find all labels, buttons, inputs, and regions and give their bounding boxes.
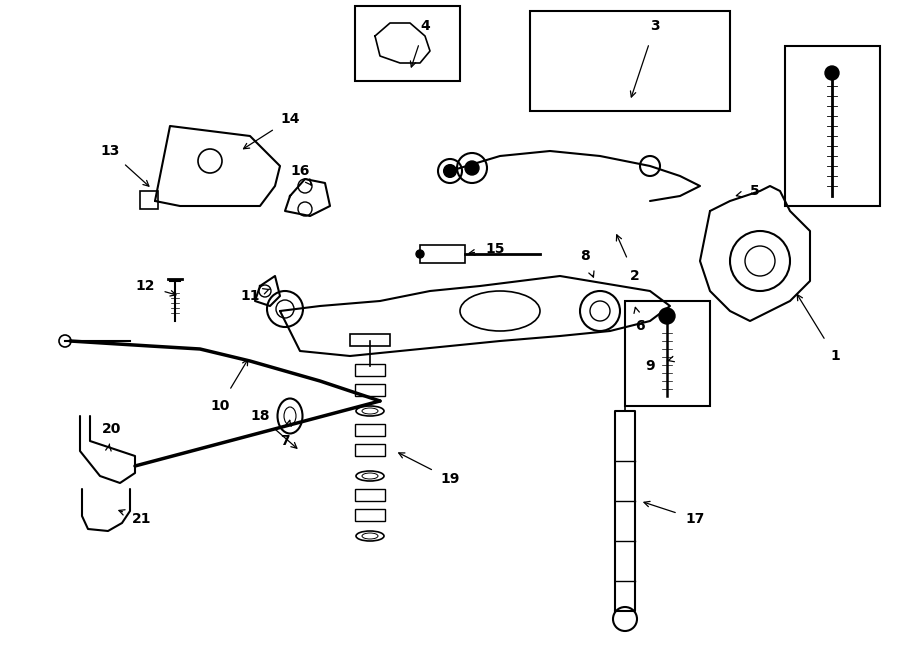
Circle shape (444, 165, 456, 177)
Bar (355, 489, 385, 501)
Text: 5: 5 (750, 184, 760, 198)
Text: 4: 4 (420, 19, 430, 33)
Text: 2: 2 (630, 269, 640, 283)
Polygon shape (155, 126, 280, 206)
Circle shape (825, 66, 839, 80)
Bar (785, 46, 880, 206)
Bar (140, 191, 158, 209)
Circle shape (465, 161, 479, 175)
Text: 18: 18 (250, 409, 270, 423)
Bar (530, 11, 730, 111)
Text: 3: 3 (650, 19, 660, 33)
Text: 1: 1 (830, 349, 840, 363)
Bar (355, 384, 385, 396)
Bar (355, 424, 385, 436)
Text: 15: 15 (485, 242, 505, 256)
Text: 12: 12 (135, 279, 155, 293)
Text: 7: 7 (280, 434, 290, 448)
Text: 8: 8 (580, 249, 590, 263)
Bar (355, 364, 385, 376)
Bar (355, 6, 460, 81)
Text: 11: 11 (240, 289, 260, 303)
Text: 21: 21 (132, 512, 152, 526)
Text: 9: 9 (645, 359, 655, 373)
Bar (350, 334, 390, 346)
Bar (355, 444, 385, 456)
Text: 19: 19 (440, 472, 460, 486)
Text: 20: 20 (103, 422, 122, 436)
Bar (355, 509, 385, 521)
Circle shape (416, 250, 424, 258)
Text: 17: 17 (685, 512, 705, 526)
Text: 6: 6 (635, 319, 644, 333)
Bar (420, 245, 465, 263)
Text: 16: 16 (291, 164, 310, 178)
Bar (625, 301, 710, 406)
Polygon shape (615, 411, 635, 611)
Text: 10: 10 (211, 399, 230, 413)
Text: 14: 14 (280, 112, 300, 126)
Text: 13: 13 (100, 144, 120, 158)
Circle shape (659, 308, 675, 324)
